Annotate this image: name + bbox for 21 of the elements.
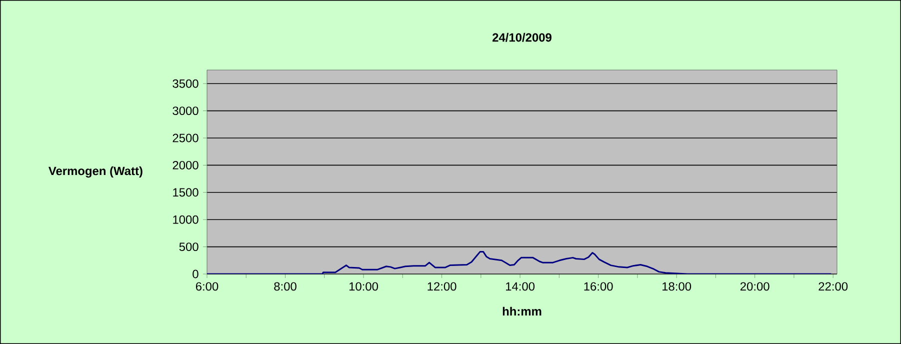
x-axis-title: hh:mm <box>502 306 542 316</box>
x-tick-label: 14:00 <box>506 282 535 291</box>
y-tick-label: 0 <box>192 270 198 278</box>
y-tick-label: 2500 <box>172 134 198 142</box>
chart-title: 24/10/2009 <box>492 32 552 42</box>
x-tick-label: 20:00 <box>740 282 770 291</box>
x-tick-label: 22:00 <box>818 282 848 291</box>
y-tick-label: 500 <box>179 242 198 252</box>
x-tick-label: 6:00 <box>196 282 218 291</box>
x-tick-label: 16:00 <box>584 282 613 291</box>
y-tick-label: 1000 <box>173 215 198 224</box>
line-series <box>207 250 832 274</box>
x-tick-label: 12:00 <box>428 282 456 291</box>
y-tick-label: 3000 <box>172 106 198 116</box>
x-tick-label: 8:00 <box>274 282 296 291</box>
y-tick-label: 1500 <box>173 188 198 197</box>
y-axis-title: Vermogen (Watt) <box>48 166 142 178</box>
x-tick-label: 18:00 <box>662 282 692 291</box>
x-tick-label: 10:00 <box>349 282 378 291</box>
y-tick-label: 2000 <box>172 160 198 170</box>
y-tick-label: 3500 <box>172 79 198 88</box>
